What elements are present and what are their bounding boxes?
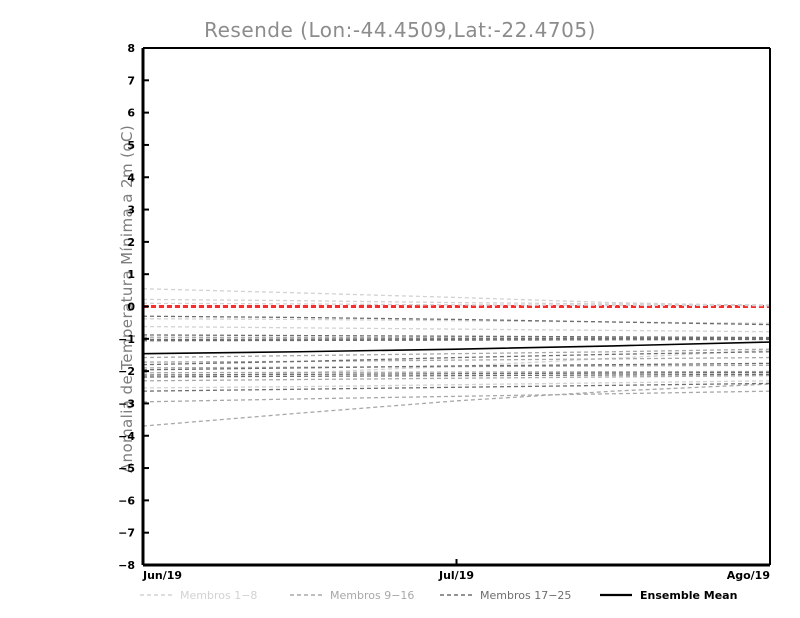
legend-label: Membros 9−16 — [330, 589, 414, 602]
member-line — [142, 325, 771, 333]
y-tick-label: −5 — [118, 462, 135, 475]
y-tick-label: 5 — [127, 139, 135, 152]
y-tick-label: 1 — [127, 268, 135, 281]
x-tick-label: Ago/19 — [727, 569, 770, 582]
member-line — [142, 315, 771, 326]
series-layer — [142, 288, 771, 427]
member-line — [142, 390, 771, 403]
page-title: Resende (Lon:-44.4509,Lat:-22.4705) — [204, 18, 596, 42]
member-line — [142, 356, 771, 363]
legend-label: Ensemble Mean — [640, 589, 737, 602]
y-tick-label: 8 — [127, 42, 135, 55]
y-tick-label: 3 — [127, 204, 135, 217]
y-tick-label: −2 — [118, 365, 135, 378]
axis-layer: 8 7 6 5 4 3 2 1 0 −1 −2 −3 −4 −5 −6 −7 −8 Jun/19 Jul/19 Ago… — [118, 42, 771, 582]
x-tick-label: Jun/19 — [142, 569, 182, 582]
member-line — [142, 362, 771, 371]
y-tick-label: −7 — [118, 527, 135, 540]
y-tick-label: 2 — [127, 236, 135, 249]
y-tick-label: 6 — [127, 107, 135, 120]
y-tick-label: −1 — [118, 333, 135, 346]
legend-layer: Membros 1−8 Membros 9−16 Membros 17−25 Ense… — [140, 589, 737, 602]
y-tick-label: −3 — [118, 397, 135, 410]
legend-label: Membros 1−8 — [180, 589, 257, 602]
member-line — [142, 364, 771, 369]
y-tick-label: −8 — [118, 559, 135, 572]
x-tick-label: Jul/19 — [438, 569, 474, 582]
y-tick-label: 4 — [127, 171, 135, 184]
legend-label: Membros 17−25 — [480, 589, 571, 602]
y-tick-label: 0 — [127, 301, 135, 314]
y-tick-label: 7 — [127, 74, 135, 87]
y-tick-label: −4 — [118, 430, 135, 443]
y-tick-label: −6 — [118, 494, 135, 507]
ensemble-mean-line — [142, 341, 771, 355]
